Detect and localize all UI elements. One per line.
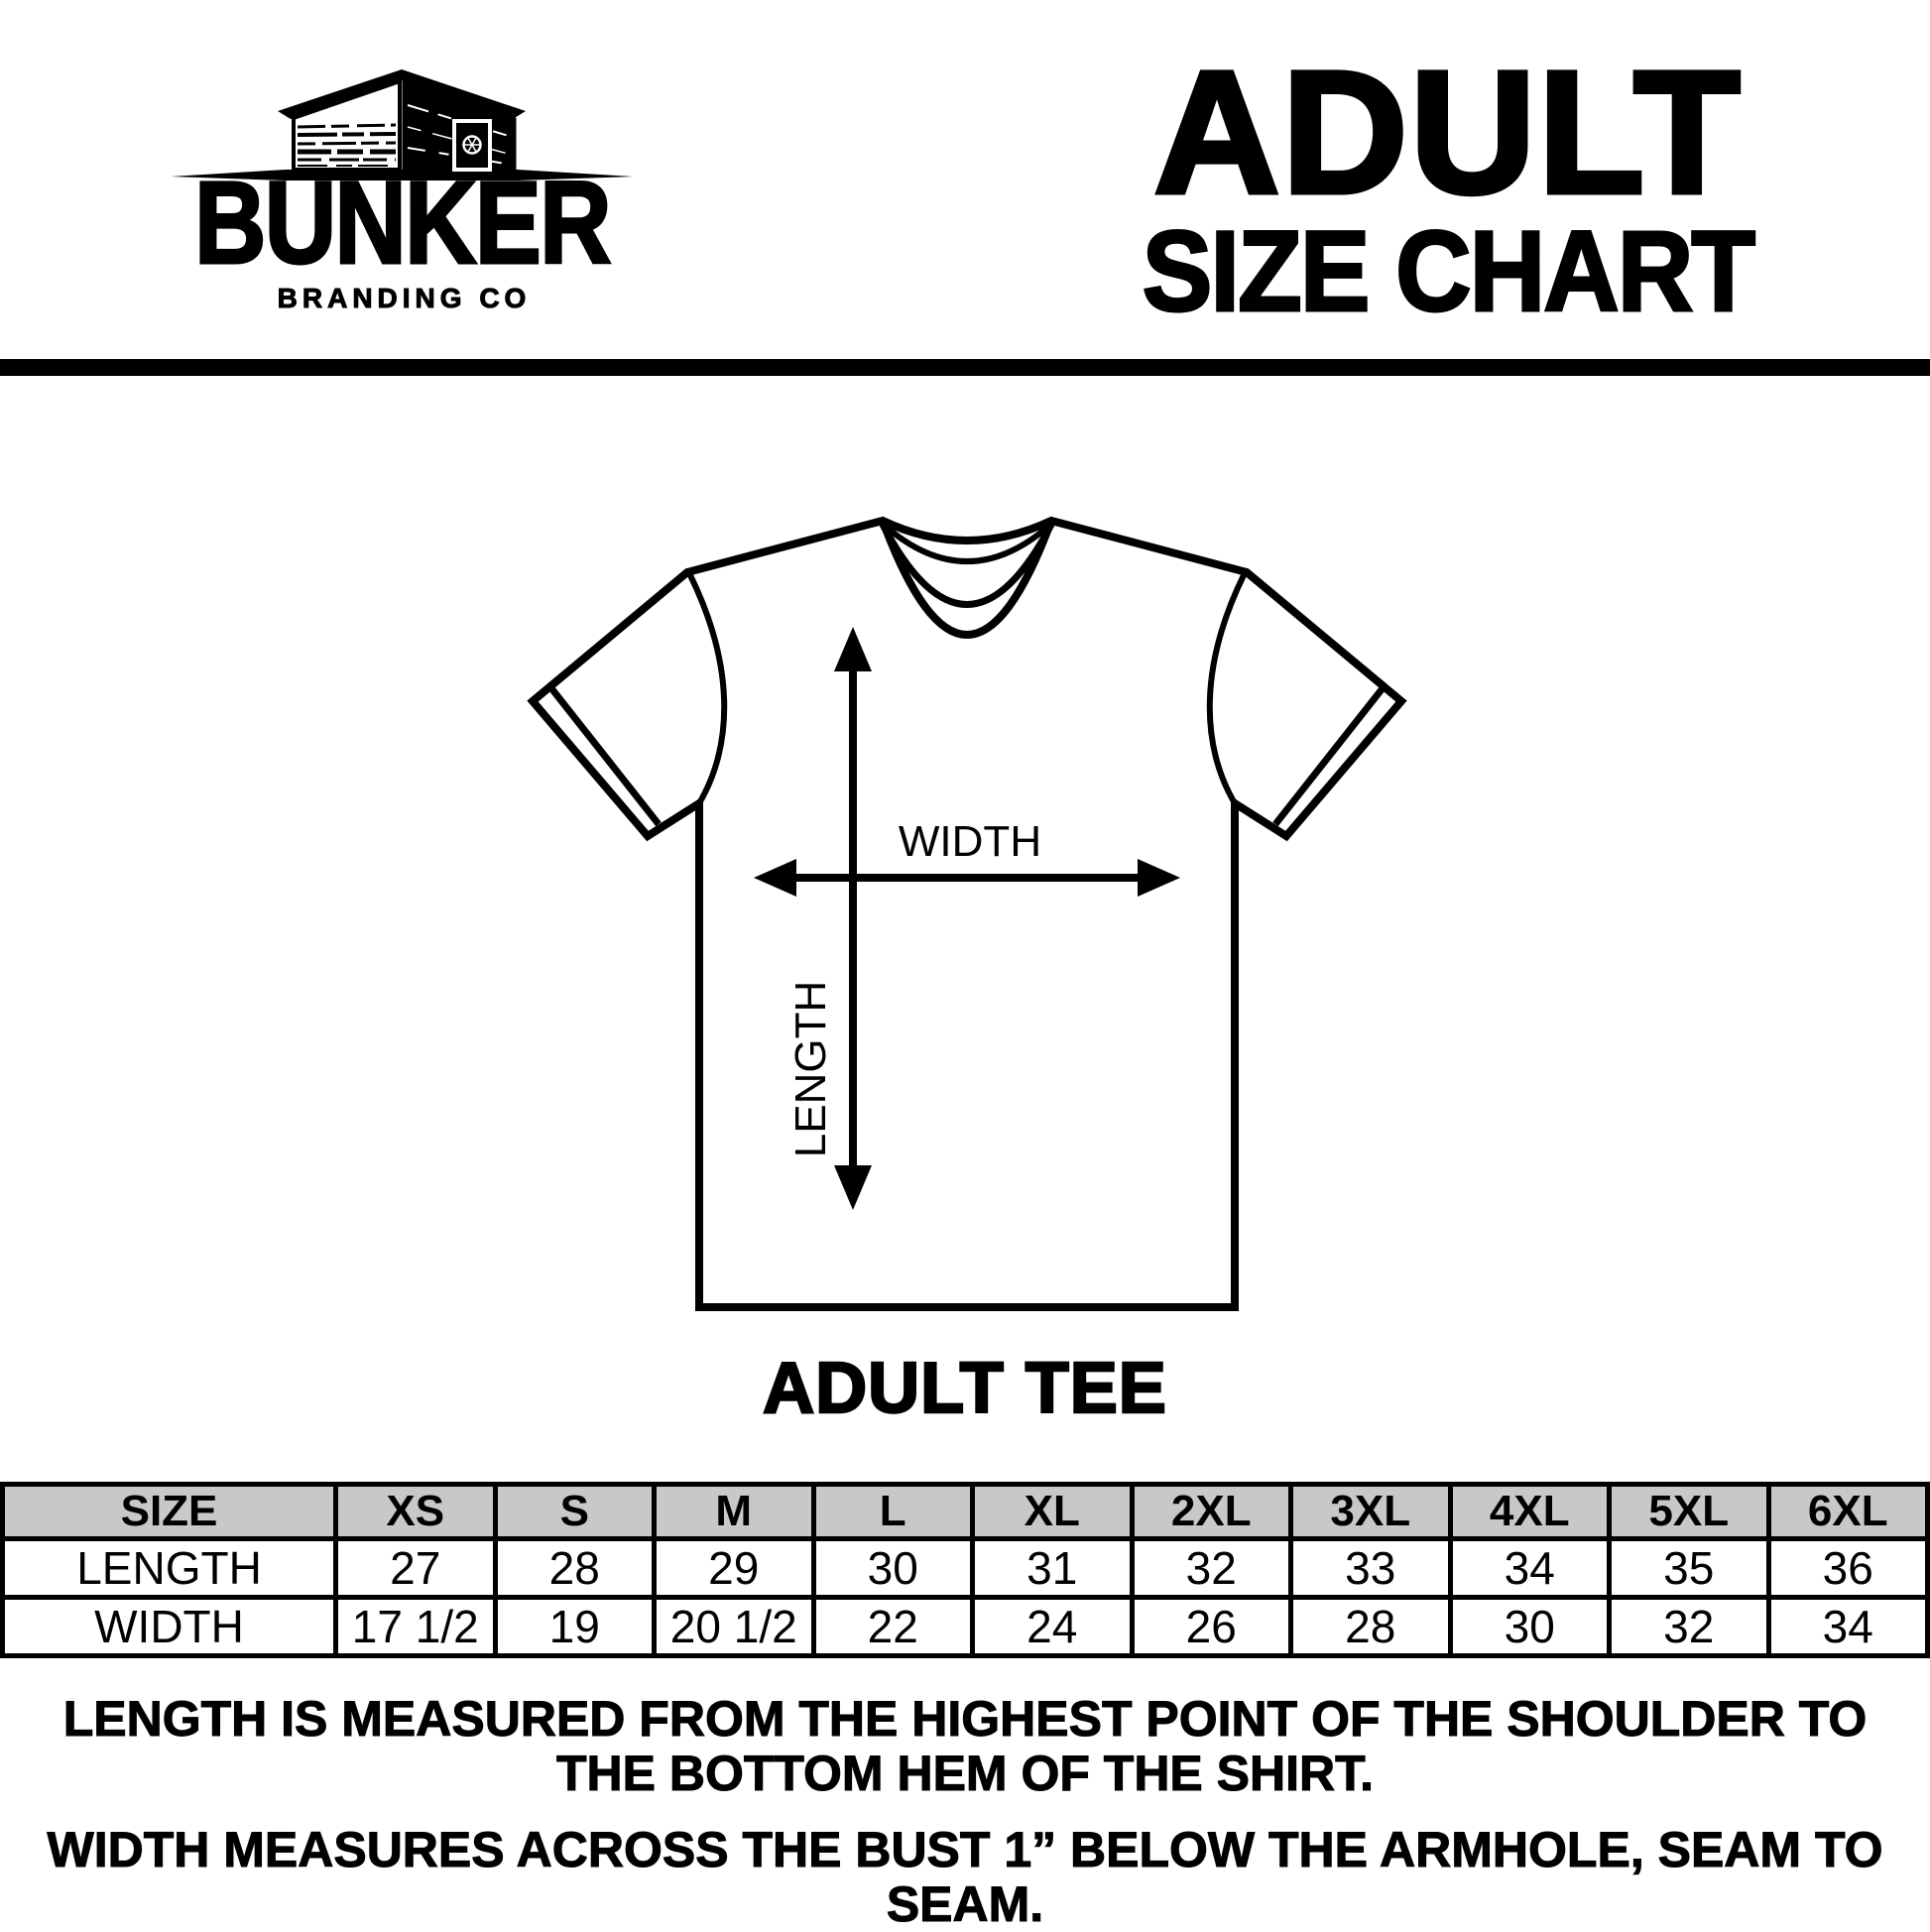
table-cell: 19	[492, 1595, 657, 1658]
table-cell: 36	[1765, 1536, 1930, 1600]
column-header-6xl: 6XL	[1765, 1482, 1930, 1541]
column-header-3xl: 3XL	[1288, 1482, 1453, 1541]
vertical-double-arrow-icon	[834, 627, 872, 1210]
page-title-line1: ADULT	[1151, 36, 1743, 230]
table-cell: 22	[810, 1595, 975, 1658]
table-row-width: WIDTH 17 1/2 19 20 1/2 22 24 26 28 30 32…	[0, 1595, 1930, 1658]
table-cell: 17 1/2	[333, 1595, 498, 1658]
diagram-caption: ADULT TEE	[762, 1349, 1167, 1428]
size-table: SIZE XS S M L XL 2XL 3XL 4XL 5XL 6XL LEN…	[0, 1482, 1930, 1658]
brand-subtitle: BRANDING CO	[277, 283, 532, 313]
width-note: WIDTH MEASURES ACROSS THE BUST 1” BELOW …	[47, 1822, 1883, 1932]
table-cell: 34	[1765, 1595, 1930, 1658]
table-cell: 29	[652, 1536, 816, 1600]
length-note-line1: LENGTH IS MEASURED FROM THE HIGHEST POIN…	[62, 1691, 1868, 1747]
table-cell: 30	[810, 1536, 975, 1600]
table-cell: 32	[1607, 1595, 1771, 1658]
table-cell: 30	[1447, 1595, 1612, 1658]
table-cell: 24	[970, 1595, 1135, 1658]
tshirt-diagram: WIDTH LENGTH	[496, 476, 1438, 1329]
table-cell: 28	[1288, 1595, 1453, 1658]
size-table-header-row: SIZE XS S M L XL 2XL 3XL 4XL 5XL 6XL	[0, 1482, 1930, 1541]
column-header-size: SIZE	[0, 1482, 338, 1541]
page-title: ADULT SIZE CHART	[1081, 36, 1815, 335]
column-header-2xl: 2XL	[1129, 1482, 1293, 1541]
length-note-line2: THE BOTTOM HEM OF THE SHIRT.	[555, 1746, 1375, 1801]
column-header-5xl: 5XL	[1607, 1482, 1771, 1541]
table-cell: 31	[970, 1536, 1135, 1600]
brand-logo: BUNKER BRANDING CO	[169, 50, 635, 313]
measurement-notes: LENGTH IS MEASURED FROM THE HIGHEST POIN…	[0, 1691, 1930, 1932]
row-label-width: WIDTH	[0, 1595, 338, 1658]
column-header-xl: XL	[970, 1482, 1135, 1541]
row-label-length: LENGTH	[0, 1536, 338, 1600]
length-label: LENGTH	[786, 981, 835, 1157]
brand-name: BUNKER	[192, 158, 612, 289]
tshirt-outline	[527, 516, 1407, 1311]
table-cell: 26	[1129, 1595, 1293, 1658]
table-row-length: LENGTH 27 28 29 30 31 32 33 34 35 36	[0, 1536, 1930, 1600]
table-cell: 28	[492, 1536, 657, 1600]
width-label: WIDTH	[899, 817, 1041, 866]
cuff-stripes	[548, 685, 1386, 827]
table-cell: 35	[1607, 1536, 1771, 1600]
column-header-4xl: 4XL	[1447, 1482, 1612, 1541]
armhole-seams	[687, 573, 1247, 805]
page-title-line2: SIZE CHART	[1141, 208, 1756, 335]
column-header-s: S	[492, 1482, 657, 1541]
collar-lines	[878, 519, 1056, 639]
divider-bar	[0, 359, 1930, 376]
table-cell: 27	[333, 1536, 498, 1600]
bunker-building-icon	[171, 69, 633, 181]
table-cell: 33	[1288, 1536, 1453, 1600]
column-header-xs: XS	[333, 1482, 498, 1541]
column-header-l: L	[810, 1482, 975, 1541]
horizontal-double-arrow-icon	[754, 859, 1180, 897]
table-cell: 32	[1129, 1536, 1293, 1600]
table-cell: 20 1/2	[652, 1595, 816, 1658]
column-header-m: M	[652, 1482, 816, 1541]
table-cell: 34	[1447, 1536, 1612, 1600]
